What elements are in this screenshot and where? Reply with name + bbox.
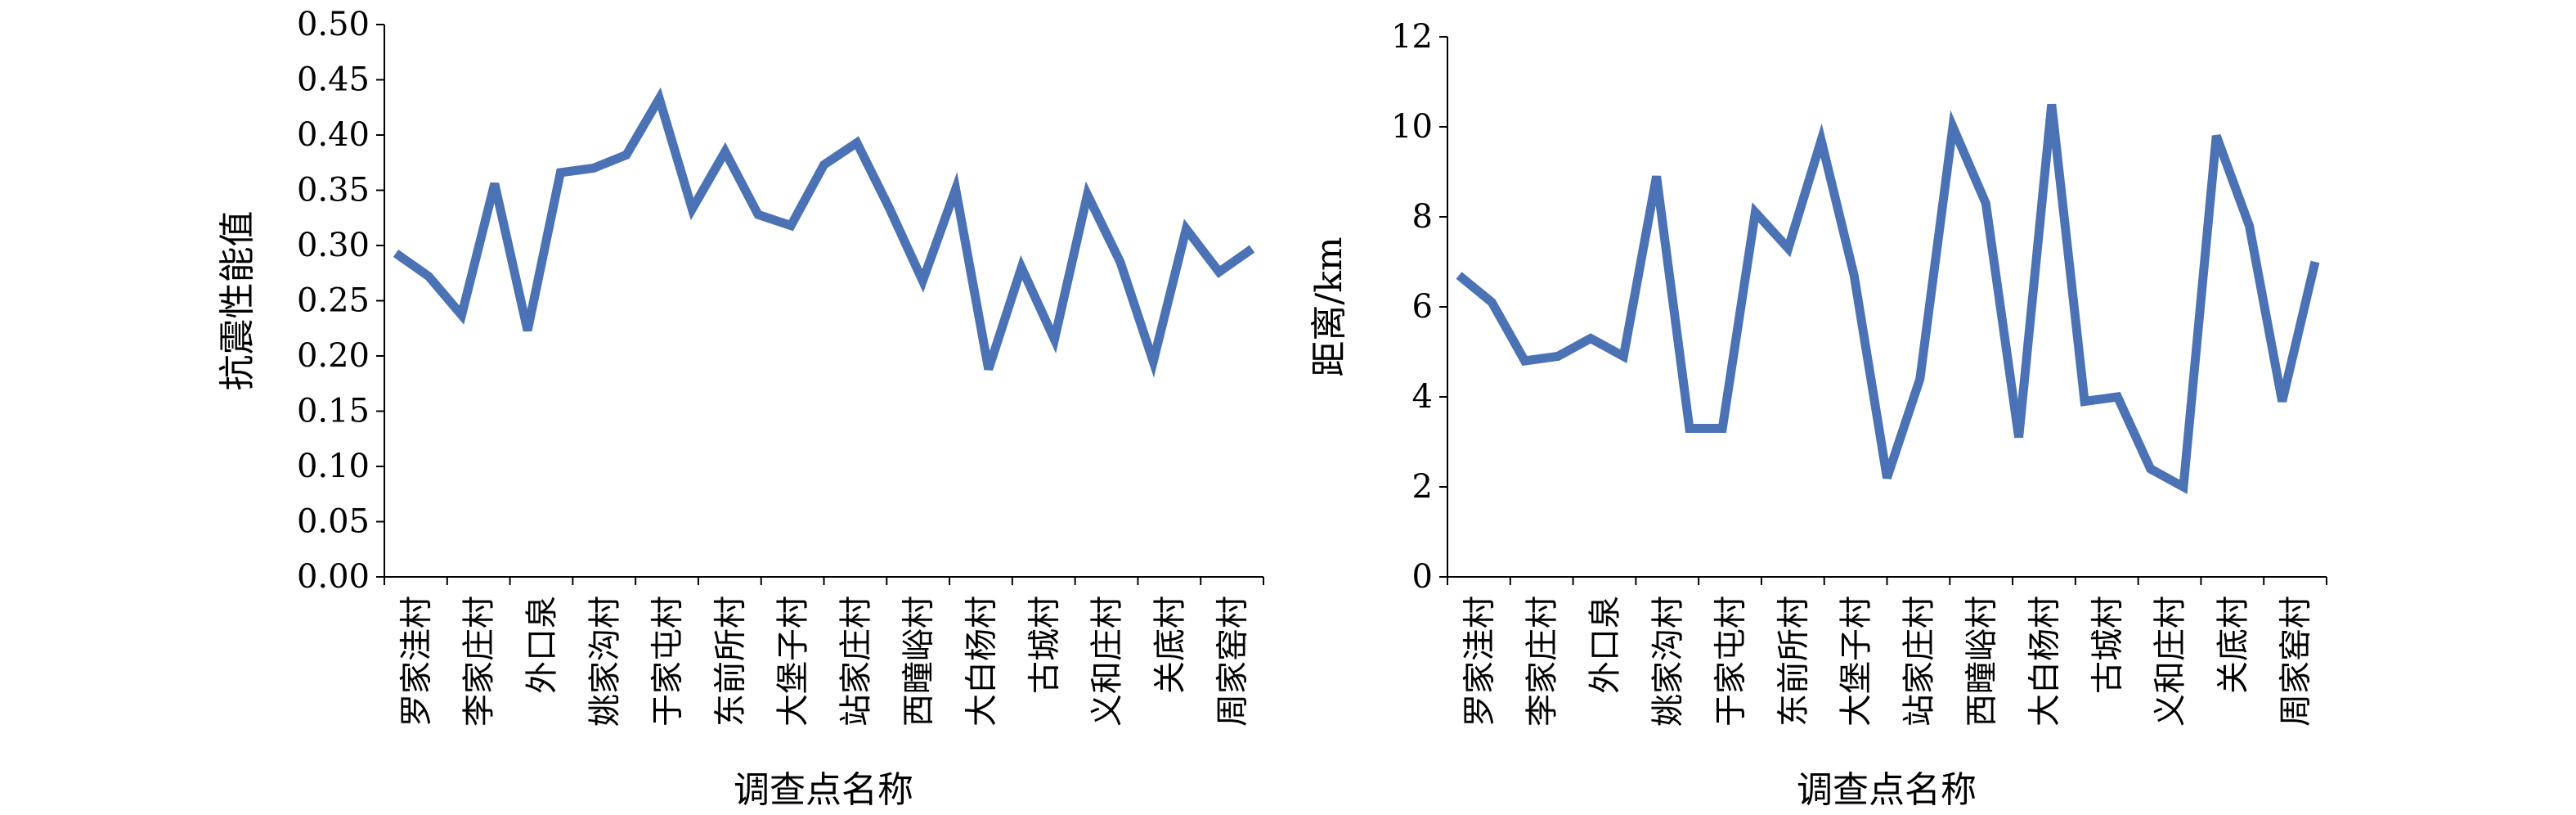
y-axis-title: 距离/km [1308, 236, 1350, 376]
x-tick-label: 东前所村 [1775, 596, 1812, 727]
x-tick-label: 西疃峪村 [900, 596, 938, 727]
y-tick-label: 0.45 [297, 61, 370, 99]
x-tick-label: 义和庄村 [1088, 596, 1126, 727]
x-tick-label: 李家庄村 [460, 596, 498, 727]
x-tick-label: 大白杨村 [2026, 596, 2063, 727]
x-tick-label: 周家窑村 [2278, 596, 2315, 727]
x-tick-label: 于家屯村 [649, 596, 687, 727]
y-tick-label: 0.20 [297, 337, 370, 375]
y-tick-label: 0.50 [297, 6, 370, 43]
y-tick-label: 0.35 [297, 172, 370, 209]
x-tick-label: 罗家洼村 [1461, 596, 1498, 727]
y-tick-label: 0.15 [297, 393, 370, 430]
x-tick-label: 站家庄村 [837, 596, 875, 727]
x-tick-label: 东前所村 [711, 596, 749, 727]
x-axis-title: 调查点名称 [734, 769, 913, 811]
y-tick-label: 0.40 [297, 116, 370, 154]
x-axis-title: 调查点名称 [1797, 769, 1977, 811]
x-tick-label: 李家庄村 [1524, 596, 1561, 727]
series-line [1456, 103, 2320, 494]
x-tick-label: 古城村 [1025, 596, 1063, 694]
chart-seismic-performance: 抗震性能值 调查点名称 0.00 0.05 0.10 0.15 0.20 0.25 0.30… [217, 6, 1264, 811]
x-tick-label: 罗家洼村 [397, 596, 435, 727]
y-tick-label: 0.05 [297, 503, 370, 541]
y-tick-label: 8 [1412, 198, 1433, 236]
x-tick-label: 于家屯村 [1712, 596, 1750, 727]
x-tick-label: 关底村 [2215, 596, 2252, 694]
y-tick-label: 0.10 [297, 448, 370, 485]
y-tick-label: 0.30 [297, 227, 370, 264]
x-tick-label: 大堡子村 [1838, 596, 1875, 727]
x-tick-label: 西疃峪村 [1963, 596, 2001, 727]
x-tick-label: 义和庄村 [2152, 596, 2189, 727]
x-tick-label: 外口泉 [1586, 596, 1624, 694]
x-tick-label: 关底村 [1151, 596, 1189, 694]
x-tick-label: 周家窑村 [1214, 596, 1252, 727]
x-tick-label: 姚家沟村 [586, 596, 624, 727]
y-tick-label: 6 [1412, 288, 1433, 326]
y-tick-label: 0 [1412, 558, 1433, 596]
y-tick-label: 12 [1391, 18, 1433, 56]
x-tick-label: 外口泉 [523, 596, 561, 694]
y-axis-title: 抗震性能值 [217, 211, 258, 391]
y-tick-label: 10 [1391, 108, 1433, 146]
y-tick-label: 0.25 [297, 282, 370, 320]
y-tick-label: 0.00 [297, 558, 370, 596]
y-tick-label: 4 [1412, 378, 1433, 416]
x-tick-label: 大堡子村 [774, 596, 812, 727]
x-tick-label: 姚家沟村 [1649, 596, 1687, 727]
x-tick-label: 古城村 [2089, 596, 2126, 694]
chart-distance: 距离/km 调查点名称 0 2 4 6 8 10 12 罗家洼村 李家庄村 外口泉 姚家沟村 于家屯村… [1308, 18, 2327, 811]
x-tick-label: 站家庄村 [1901, 596, 1938, 727]
y-tick-label: 2 [1412, 468, 1433, 506]
x-tick-label: 大白杨村 [963, 596, 1000, 727]
series-line [393, 87, 1255, 378]
